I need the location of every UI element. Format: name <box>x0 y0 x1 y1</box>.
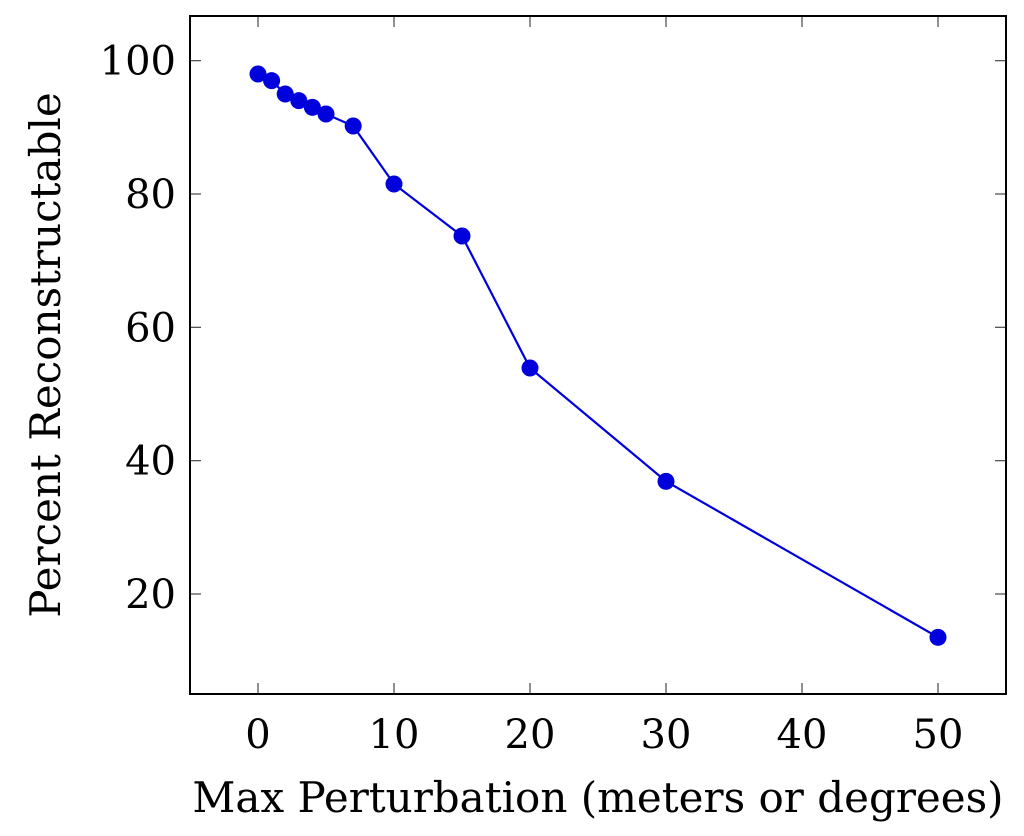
x-tick-label: 20 <box>505 712 556 758</box>
x-tick-label: 50 <box>913 712 964 758</box>
x-tick-label: 30 <box>641 712 692 758</box>
data-point <box>317 105 335 123</box>
x-tick-label: 10 <box>369 712 420 758</box>
tick-labels: 0 10 20 30 40 50 20 40 60 80 100 <box>100 39 964 758</box>
x-axis-label: Max Perturbation (meters or degrees) <box>192 773 1003 822</box>
series-line <box>257 73 939 639</box>
data-point <box>521 359 539 377</box>
data-point <box>276 85 294 103</box>
data-point <box>303 98 321 116</box>
data-point <box>344 117 362 135</box>
data-point <box>929 628 947 646</box>
y-tick-label: 60 <box>125 305 176 351</box>
y-tick-label: 80 <box>125 172 176 218</box>
x-tick-label: 0 <box>245 712 270 758</box>
data-point <box>657 472 675 490</box>
data-point <box>263 72 281 90</box>
y-tick-label: 100 <box>100 39 176 85</box>
data-point <box>385 175 403 193</box>
data-point <box>249 65 267 83</box>
x-tick-label: 40 <box>777 712 828 758</box>
y-axis-label: Percent Reconstructable <box>21 92 70 617</box>
ticks <box>190 16 1006 694</box>
plot-frame <box>189 15 1007 695</box>
y-tick-label: 20 <box>125 572 176 618</box>
data-point <box>290 92 308 110</box>
y-tick-label: 40 <box>125 439 176 485</box>
data-point <box>453 227 471 245</box>
series-layer <box>249 65 947 646</box>
